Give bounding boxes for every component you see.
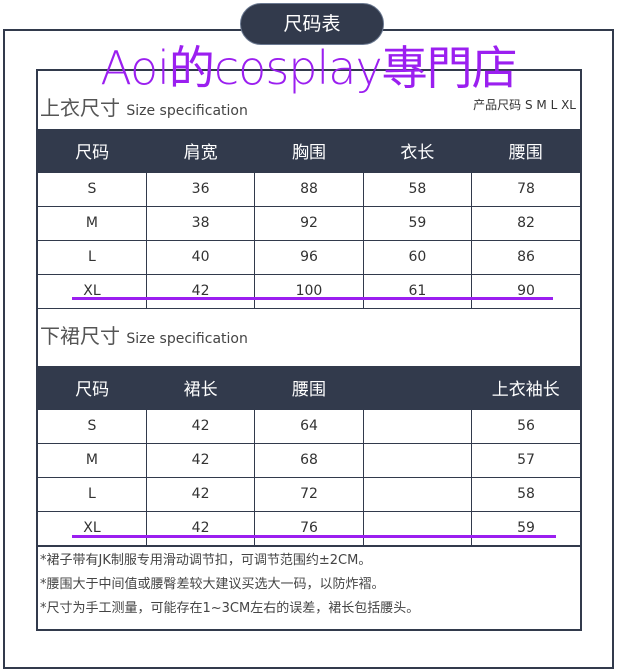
table-cell: 58 [471, 476, 580, 512]
table-row: L 40 96 60 86 [38, 239, 580, 275]
column-header: 胸围 [254, 129, 364, 172]
column-header: 肩宽 [146, 129, 255, 172]
table-cell [362, 510, 473, 546]
highlight-line [72, 297, 553, 300]
watermark: Aoi的cosplay專門店 [100, 41, 517, 95]
table-row: S 36 88 58 78 [38, 171, 580, 207]
table-cell [362, 476, 473, 512]
table-cell: XL [38, 273, 147, 309]
table-cell: 42 [145, 476, 256, 512]
table-cell: 42 [145, 273, 256, 309]
column-header: 上衣袖长 [471, 366, 580, 409]
table-cell: M [38, 442, 147, 478]
table-row: L 42 72 58 [38, 476, 580, 512]
column-header [363, 366, 472, 409]
table-cell: 59 [362, 205, 473, 241]
table-cell: 38 [145, 205, 256, 241]
table-cell [362, 408, 473, 444]
table-row: XL 42 100 61 90 [38, 273, 580, 309]
top-size-table: 尺码 肩宽 胸围 衣长 腰围 S 36 88 58 78 M 38 92 59 82 L 40 96 60 86 XL 4… [38, 129, 580, 309]
table-cell: 96 [254, 239, 364, 275]
column-header: 尺码 [38, 129, 147, 172]
column-header: 尺码 [38, 366, 147, 409]
table-cell: 92 [254, 205, 364, 241]
table-cell: 61 [362, 273, 473, 309]
table-cell: 90 [471, 273, 580, 309]
highlight-line [72, 535, 556, 538]
product-sizes: 产品尺码 S M L XL [473, 98, 576, 112]
table-cell: 57 [471, 442, 580, 478]
size-chart: 上衣尺寸 Size specification 产品尺码 S M L XL 尺码… [36, 69, 582, 631]
table-cell: S [38, 171, 147, 207]
column-header: 腰围 [254, 366, 364, 409]
table-cell: 42 [145, 408, 256, 444]
table-cell [362, 442, 473, 478]
notes: *裙子带有JK制服专用滑动调节扣，可调节范围约±2CM。 *腰围大于中间值或腰臀… [38, 545, 580, 621]
column-header: 衣长 [363, 129, 472, 172]
table-cell: 82 [471, 205, 580, 241]
header-row: 尺码 裙长 腰围 上衣袖长 [38, 366, 580, 409]
table-row: M 42 68 57 [38, 442, 580, 478]
bottom-size-table: 尺码 裙长 腰围 上衣袖长 S 42 64 56 M 42 68 57 L 42 72 58 XL 42 76 59 [38, 366, 580, 546]
table-row: M 38 92 59 82 [38, 205, 580, 241]
table-row: XL 42 76 59 [38, 510, 580, 546]
table-cell: 42 [145, 442, 256, 478]
table-cell: XL [38, 510, 147, 546]
title-badge: 尺码表 [240, 3, 384, 45]
table-cell: 86 [471, 239, 580, 275]
table-cell: 40 [145, 239, 256, 275]
table-cell: L [38, 476, 147, 512]
table-cell: 64 [254, 408, 364, 444]
table-cell: M [38, 205, 147, 241]
table-cell: 72 [254, 476, 364, 512]
table-cell: 42 [145, 510, 256, 546]
table-cell: 100 [254, 273, 364, 309]
top-section-title: 上衣尺寸 Size specification [40, 96, 248, 120]
table-cell: S [38, 408, 147, 444]
column-header: 腰围 [471, 129, 580, 172]
bottom-section-title: 下裙尺寸 Size specification [40, 324, 248, 348]
table-cell: L [38, 239, 147, 275]
note: *裙子带有JK制服专用滑动调节扣，可调节范围约±2CM。 [40, 553, 372, 568]
table-cell: 60 [362, 239, 473, 275]
table-cell: 78 [471, 171, 580, 207]
table-cell: 36 [145, 171, 256, 207]
table-cell: 76 [254, 510, 364, 546]
note: *尺寸为手工测量，可能存在1~3CM左右的误差，裙长包括腰头。 [40, 601, 420, 616]
table-cell: 56 [471, 408, 580, 444]
table-row: S 42 64 56 [38, 408, 580, 444]
table-cell: 68 [254, 442, 364, 478]
table-cell: 59 [471, 510, 580, 546]
column-header: 裙长 [146, 366, 255, 409]
note: *腰围大于中间值或腰臀差较大建议买选大一码，以防炸褶。 [40, 577, 385, 592]
header-row: 尺码 肩宽 胸围 衣长 腰围 [38, 129, 580, 172]
table-cell: 88 [254, 171, 364, 207]
table-cell: 58 [362, 171, 473, 207]
